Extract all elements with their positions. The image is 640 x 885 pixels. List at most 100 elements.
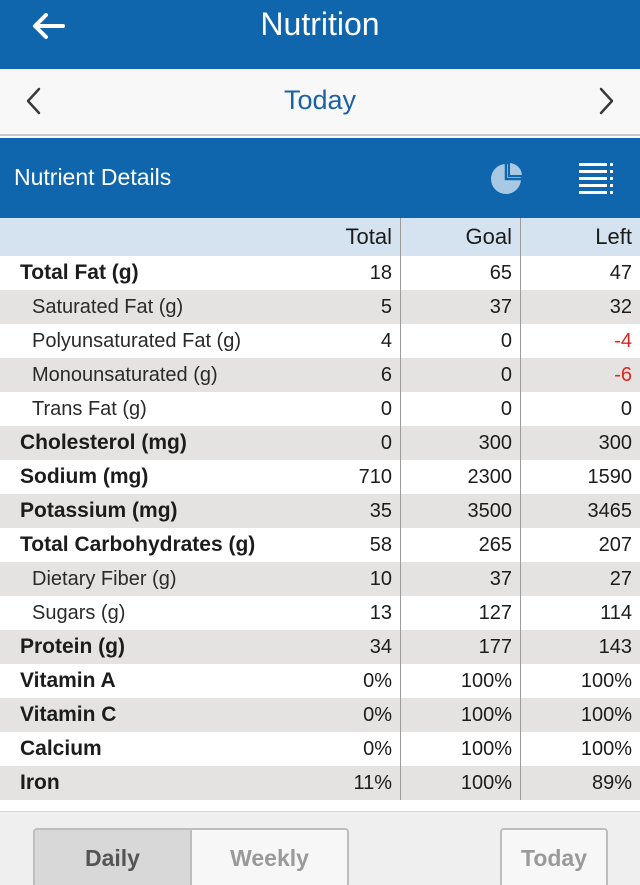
table-row: Potassium (mg) 35 3500 3465	[0, 494, 640, 528]
nutrient-left: 114	[600, 601, 632, 624]
nutrient-name: Iron	[20, 771, 60, 794]
nutrient-total: 34	[369, 635, 392, 658]
nutrient-left: 300	[598, 431, 632, 454]
table-row: Total Carbohydrates (g) 58 265 207	[0, 528, 640, 562]
nutrient-goal: 37	[489, 295, 512, 318]
nutrient-total: 0	[380, 431, 392, 454]
nutrient-name: Trans Fat (g)	[32, 397, 147, 420]
section-header: Nutrient Details	[0, 138, 640, 218]
table-row: Vitamin C 0% 100% 100%	[0, 698, 640, 732]
nutrient-total: 0%	[363, 703, 392, 726]
table-row: Iron 11% 100% 89%	[0, 766, 640, 800]
chevron-left-icon[interactable]	[16, 83, 52, 119]
table-row: Trans Fat (g) 0 0 0	[0, 392, 640, 426]
nutrient-goal: 0	[500, 363, 512, 386]
nutrient-name: Total Carbohydrates (g)	[20, 533, 256, 556]
nutrient-goal: 100%	[460, 771, 512, 794]
nutrient-total: 710	[358, 465, 392, 488]
nutrient-name: Total Fat (g)	[20, 261, 139, 284]
nutrient-total: 11%	[353, 771, 392, 794]
nutrient-left: 3465	[587, 499, 633, 522]
nutrient-total: 6	[380, 363, 392, 386]
nutrient-left: 100%	[580, 703, 632, 726]
nutrient-name: Vitamin A	[20, 669, 116, 692]
table-row: Total Fat (g) 18 65 47	[0, 256, 640, 290]
nutrient-left: 100%	[580, 669, 632, 692]
nutrient-total: 4	[380, 329, 392, 352]
nutrient-name: Monounsaturated (g)	[32, 363, 218, 386]
nutrient-name: Sodium (mg)	[20, 465, 149, 488]
section-title: Nutrient Details	[14, 164, 172, 190]
nutrient-left: 1590	[587, 465, 633, 488]
nutrient-left: 32	[609, 295, 632, 318]
table-header-row: Total Goal Left	[0, 218, 640, 256]
nutrient-total: 35	[369, 499, 392, 522]
nutrient-goal: 100%	[460, 703, 512, 726]
nutrient-total: 0%	[363, 737, 392, 760]
nutrient-left: 207	[598, 533, 632, 556]
nutrient-total: 0	[380, 397, 392, 420]
table-row: Monounsaturated (g) 6 0 -6	[0, 358, 640, 392]
nutrient-total: 18	[369, 261, 392, 284]
nutrient-name: Saturated Fat (g)	[32, 295, 184, 318]
nutrient-goal: 65	[489, 261, 512, 284]
nutrient-left: 89%	[591, 771, 632, 794]
nutrient-name: Vitamin C	[20, 703, 117, 726]
app-header: Nutrition	[0, 0, 640, 69]
nutrient-total: 0%	[363, 669, 392, 692]
table-row: Dietary Fiber (g) 10 37 27	[0, 562, 640, 596]
nutrient-total: 13	[369, 601, 392, 624]
nutrient-left: 100%	[580, 737, 632, 760]
chevron-right-icon[interactable]	[588, 83, 624, 119]
nutrient-goal: 37	[489, 567, 512, 590]
nutrient-left: 0	[620, 397, 632, 420]
column-divider	[400, 218, 401, 800]
nutrient-name: Protein (g)	[20, 635, 125, 658]
date-navigator: Today	[0, 69, 640, 136]
back-arrow-icon[interactable]	[26, 8, 70, 44]
pie-chart-icon[interactable]	[489, 160, 525, 196]
nutrient-total: 5	[380, 295, 392, 318]
nutrient-name: Polyunsaturated Fat (g)	[32, 329, 241, 352]
table-row: Polyunsaturated Fat (g) 4 0 -4	[0, 324, 640, 358]
nutrient-left: -6	[614, 363, 632, 386]
nutrient-goal: 3500	[467, 499, 513, 522]
column-divider	[520, 218, 521, 800]
nutrient-left: 27	[609, 567, 632, 590]
nutrient-total: 58	[369, 533, 392, 556]
column-header-left: Left	[595, 224, 632, 249]
nutrient-name: Potassium (mg)	[20, 499, 178, 522]
nutrient-goal: 0	[500, 329, 512, 352]
list-icon[interactable]	[576, 158, 616, 198]
today-button[interactable]: Today	[500, 828, 608, 885]
daily-tab[interactable]: Daily	[35, 830, 190, 885]
nutrient-name: Dietary Fiber (g)	[32, 567, 177, 590]
nutrient-goal: 100%	[460, 669, 512, 692]
date-label[interactable]: Today	[283, 85, 357, 115]
nutrient-left: 47	[609, 261, 632, 284]
table-row: Sugars (g) 13 127 114	[0, 596, 640, 630]
weekly-tab[interactable]: Weekly	[190, 830, 347, 885]
nutrient-goal: 300	[478, 431, 512, 454]
nutrient-goal: 0	[500, 397, 512, 420]
table-row: Sodium (mg) 710 2300 1590	[0, 460, 640, 494]
period-toggle: Daily Weekly	[33, 828, 349, 885]
column-header-total: Total	[345, 224, 392, 249]
nutrient-total: 10	[369, 567, 392, 590]
page-title: Nutrition	[260, 6, 380, 42]
column-header-goal: Goal	[465, 224, 512, 249]
table-row: Cholesterol (mg) 0 300 300	[0, 426, 640, 460]
nutrient-name: Cholesterol (mg)	[20, 431, 187, 454]
nutrient-name: Calcium	[20, 737, 102, 760]
nutrient-goal: 2300	[467, 465, 513, 488]
nutrient-goal: 127	[478, 601, 512, 624]
nutrient-goal: 100%	[460, 737, 512, 760]
table-row: Vitamin A 0% 100% 100%	[0, 664, 640, 698]
nutrient-left: 143	[598, 635, 632, 658]
nutrient-goal: 265	[478, 533, 512, 556]
table-row: Protein (g) 34 177 143	[0, 630, 640, 664]
table-row: Calcium 0% 100% 100%	[0, 732, 640, 766]
nutrient-left: -4	[614, 329, 632, 352]
nutrient-goal: 177	[478, 635, 512, 658]
nutrient-name: Sugars (g)	[32, 601, 126, 624]
